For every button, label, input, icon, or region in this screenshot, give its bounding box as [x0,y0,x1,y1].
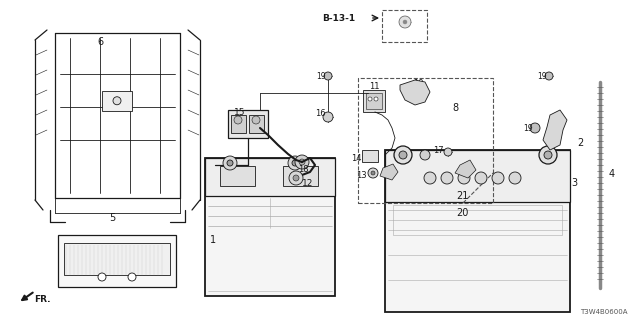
Polygon shape [455,160,476,178]
Text: 5: 5 [109,213,115,223]
Bar [358,78,493,203]
Circle shape [227,160,233,166]
Polygon shape [400,80,430,105]
Bar [385,150,570,202]
Circle shape [234,116,242,124]
Text: 8: 8 [452,103,458,113]
Circle shape [128,273,136,281]
Circle shape [323,112,333,122]
Bar [363,90,385,112]
Circle shape [530,123,540,133]
Polygon shape [380,164,398,180]
Circle shape [292,160,298,166]
Circle shape [299,159,305,165]
Text: T3W4B0600A: T3W4B0600A [580,309,628,315]
Text: 16: 16 [315,108,325,117]
Bar [205,158,335,296]
Text: 12: 12 [302,179,314,188]
Text: 20: 20 [456,208,468,218]
Text: FR.: FR. [34,295,51,305]
Bar [231,115,246,133]
Bar [393,205,562,235]
Text: 4: 4 [609,169,615,179]
Circle shape [509,172,521,184]
Bar [205,158,335,196]
Circle shape [539,146,557,164]
Ellipse shape [467,188,487,196]
Circle shape [98,273,106,281]
Circle shape [458,172,470,184]
Circle shape [420,150,430,160]
Bar [362,150,378,162]
Text: 2: 2 [577,138,583,148]
Text: 15: 15 [234,108,246,116]
Text: 19: 19 [523,124,533,132]
Text: 13: 13 [356,171,367,180]
Text: 17: 17 [433,146,444,155]
Text: B-13-1: B-13-1 [322,13,355,22]
Circle shape [399,16,411,28]
Circle shape [288,156,302,170]
Circle shape [295,155,309,169]
Text: 21: 21 [456,191,468,201]
Circle shape [324,72,332,80]
Circle shape [545,72,553,80]
Bar [58,235,176,287]
Text: 19: 19 [537,71,547,81]
Circle shape [252,116,260,124]
Circle shape [424,172,436,184]
Text: 19: 19 [316,71,326,81]
Circle shape [374,97,378,101]
Text: 1: 1 [210,235,216,245]
Circle shape [113,97,121,105]
Bar [249,115,264,133]
Bar [220,166,255,186]
Circle shape [444,148,452,156]
Bar [64,243,170,275]
Text: 6: 6 [97,37,103,47]
Polygon shape [543,110,567,150]
Circle shape [289,171,303,185]
Text: 10: 10 [413,78,423,87]
Bar [283,166,318,186]
Circle shape [399,151,407,159]
Circle shape [475,172,487,184]
Circle shape [492,172,504,184]
Circle shape [394,146,412,164]
Bar [228,110,268,138]
Text: 11: 11 [369,82,380,91]
Circle shape [368,168,378,178]
Circle shape [368,97,372,101]
Text: 14: 14 [351,154,362,163]
Circle shape [223,156,237,170]
Bar [382,10,427,42]
Text: 18: 18 [298,164,308,173]
Bar [385,150,570,312]
Circle shape [544,151,552,159]
Bar [102,91,132,111]
Text: 9: 9 [462,167,468,177]
Bar [366,93,382,109]
Circle shape [293,175,299,181]
Circle shape [403,20,407,24]
Text: 3: 3 [571,178,577,188]
Circle shape [371,171,375,175]
Circle shape [441,172,453,184]
Text: 7: 7 [385,172,390,180]
